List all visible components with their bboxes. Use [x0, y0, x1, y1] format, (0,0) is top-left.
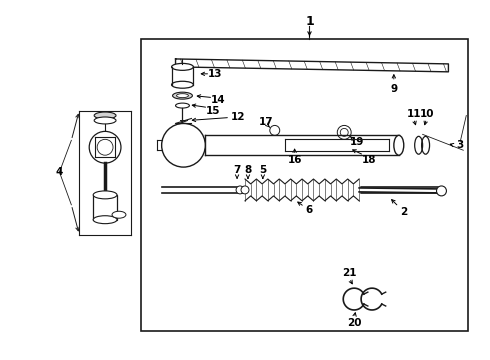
Text: 8: 8	[245, 165, 251, 175]
Text: 18: 18	[362, 155, 376, 165]
Text: 5: 5	[259, 165, 267, 175]
Text: 9: 9	[390, 84, 397, 94]
Ellipse shape	[175, 103, 190, 108]
Bar	[141, 39, 468, 331]
Ellipse shape	[93, 216, 117, 224]
Ellipse shape	[94, 112, 116, 119]
Polygon shape	[175, 59, 448, 72]
Text: 12: 12	[231, 112, 245, 122]
Text: 17: 17	[259, 117, 273, 127]
Circle shape	[236, 186, 244, 194]
Text: 6: 6	[306, 205, 313, 215]
Ellipse shape	[94, 117, 116, 124]
Ellipse shape	[97, 139, 113, 155]
Text: 14: 14	[211, 95, 225, 105]
Text: 16: 16	[287, 155, 302, 165]
Text: 1: 1	[305, 15, 314, 28]
Text: 15: 15	[206, 105, 220, 116]
Text: 20: 20	[347, 318, 362, 328]
Text: 10: 10	[419, 108, 434, 118]
Ellipse shape	[93, 191, 117, 199]
Ellipse shape	[172, 92, 193, 99]
Circle shape	[162, 123, 205, 167]
Text: 21: 21	[342, 268, 356, 278]
Text: 7: 7	[233, 165, 241, 175]
Text: 19: 19	[350, 137, 365, 147]
Text: 4: 4	[56, 167, 63, 177]
Text: 11: 11	[406, 108, 421, 118]
Circle shape	[241, 186, 249, 194]
Ellipse shape	[172, 81, 194, 88]
Ellipse shape	[394, 135, 404, 155]
Circle shape	[437, 186, 446, 196]
Text: 2: 2	[400, 207, 407, 217]
Ellipse shape	[112, 211, 126, 218]
Text: 3: 3	[457, 140, 464, 150]
Bar	[93, 195, 117, 220]
Text: 13: 13	[208, 69, 222, 79]
Ellipse shape	[89, 131, 121, 163]
Ellipse shape	[176, 94, 189, 98]
Ellipse shape	[172, 63, 194, 70]
